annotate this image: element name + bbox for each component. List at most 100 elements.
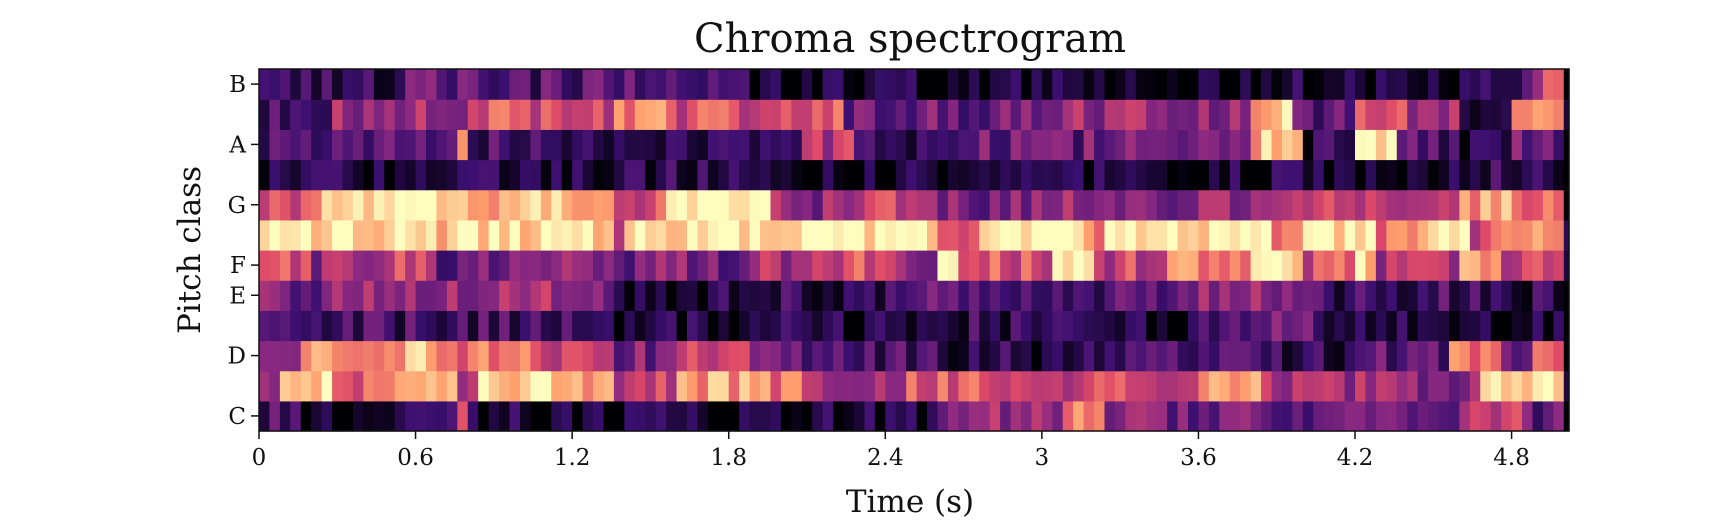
heatmap-cell xyxy=(906,340,918,372)
heatmap-cell xyxy=(415,99,427,130)
heatmap-cell xyxy=(1000,99,1012,130)
heatmap-cell xyxy=(1073,129,1085,161)
heatmap-cell xyxy=(937,189,949,221)
heatmap-cell xyxy=(300,129,312,161)
heatmap-cell xyxy=(1302,219,1314,251)
heatmap-cell xyxy=(1417,400,1429,432)
heatmap-cell xyxy=(1229,159,1241,191)
heatmap-cell xyxy=(686,159,699,191)
heatmap-cell xyxy=(1553,189,1565,221)
heatmap-cell xyxy=(279,370,291,402)
heatmap-cell xyxy=(1031,189,1043,221)
heatmap-cell xyxy=(749,69,761,100)
heatmap-cell xyxy=(1208,189,1220,221)
x-axis-label: Time (s) xyxy=(846,484,974,520)
heatmap-cell xyxy=(833,159,845,191)
heatmap-cell xyxy=(1104,340,1116,372)
heatmap-cell xyxy=(561,189,573,221)
heatmap-cell xyxy=(1041,250,1053,281)
heatmap-cell xyxy=(1156,340,1168,372)
heatmap-cell xyxy=(697,129,709,161)
heatmap-cell xyxy=(1522,69,1534,100)
heatmap-cell xyxy=(1313,99,1325,130)
heatmap-cell xyxy=(1448,99,1460,130)
heatmap-cell xyxy=(1031,159,1043,191)
heatmap-cell xyxy=(311,69,323,100)
heatmap-cell xyxy=(947,219,959,251)
heatmap-cell xyxy=(603,340,615,372)
heatmap-cell xyxy=(780,69,792,100)
heatmap-cell xyxy=(791,129,803,161)
heatmap-cell xyxy=(1114,400,1126,432)
heatmap-cell xyxy=(1302,159,1314,191)
heatmap-cell xyxy=(1532,159,1544,191)
heatmap-cell xyxy=(457,310,469,342)
heatmap-cell xyxy=(645,189,657,221)
heatmap-cell xyxy=(332,250,344,281)
heatmap-cell xyxy=(1135,99,1147,130)
heatmap-cell xyxy=(1302,370,1314,402)
heatmap-cell xyxy=(697,310,709,342)
heatmap-cell xyxy=(958,189,970,221)
heatmap-cell xyxy=(384,280,396,311)
heatmap-cell xyxy=(937,69,949,100)
heatmap-cell xyxy=(1094,340,1106,372)
heatmap-cell xyxy=(1240,189,1252,221)
heatmap-cell xyxy=(864,250,876,281)
heatmap-cell xyxy=(405,280,417,311)
heatmap-cell xyxy=(697,370,709,402)
heatmap-cell xyxy=(1469,400,1481,432)
heatmap-cell xyxy=(958,129,970,161)
heatmap-cell xyxy=(1188,69,1200,100)
heatmap-cell xyxy=(1355,370,1367,402)
heatmap-cell xyxy=(426,310,438,342)
heatmap-cell xyxy=(760,310,772,342)
heatmap-cell xyxy=(1365,280,1377,311)
heatmap-cell xyxy=(1083,340,1095,372)
heatmap-cell xyxy=(1135,280,1147,311)
heatmap-cell xyxy=(1511,219,1523,251)
heatmap-cell xyxy=(426,219,438,251)
heatmap-cell xyxy=(1219,280,1231,311)
y-tick-label: D xyxy=(228,344,246,370)
heatmap-cell xyxy=(457,99,469,130)
heatmap-cell xyxy=(478,400,490,432)
heatmap-cell xyxy=(259,370,271,402)
heatmap-cell xyxy=(1250,310,1262,342)
heatmap-cell xyxy=(384,99,396,130)
heatmap-cell xyxy=(467,340,479,372)
heatmap-cell xyxy=(1188,189,1200,221)
heatmap-cell xyxy=(300,159,312,191)
heatmap-cell xyxy=(1250,400,1262,432)
heatmap-cell xyxy=(843,310,855,342)
heatmap-cell xyxy=(509,340,521,372)
heatmap-cell xyxy=(780,340,792,372)
heatmap-cell xyxy=(1563,370,1570,402)
heatmap-cell xyxy=(1261,280,1273,311)
heatmap-cell xyxy=(927,99,939,130)
heatmap-cell xyxy=(1250,189,1262,221)
heatmap-cell xyxy=(739,310,751,342)
heatmap-cell xyxy=(686,280,699,311)
heatmap-cell xyxy=(373,189,385,221)
heatmap-cell xyxy=(1073,219,1085,251)
heatmap-cell xyxy=(1459,340,1471,372)
heatmap-cell xyxy=(436,400,448,432)
heatmap-cell xyxy=(749,280,761,311)
heatmap-cell xyxy=(1480,280,1492,311)
heatmap-cell xyxy=(613,129,625,161)
heatmap-cell xyxy=(728,280,740,311)
heatmap-cell xyxy=(812,159,824,191)
heatmap-cell xyxy=(1010,280,1022,311)
heatmap-cell xyxy=(1240,340,1252,372)
heatmap-cell xyxy=(624,69,636,100)
heatmap-cell xyxy=(300,69,312,100)
heatmap-cell xyxy=(1302,189,1314,221)
heatmap-cell xyxy=(885,400,897,432)
heatmap-cell xyxy=(822,159,834,191)
heatmap-cell xyxy=(1334,69,1346,100)
heatmap-cell xyxy=(1261,129,1273,161)
heatmap-cell xyxy=(979,310,991,342)
heatmap-cell xyxy=(1083,189,1095,221)
heatmap-cell xyxy=(989,310,1001,342)
